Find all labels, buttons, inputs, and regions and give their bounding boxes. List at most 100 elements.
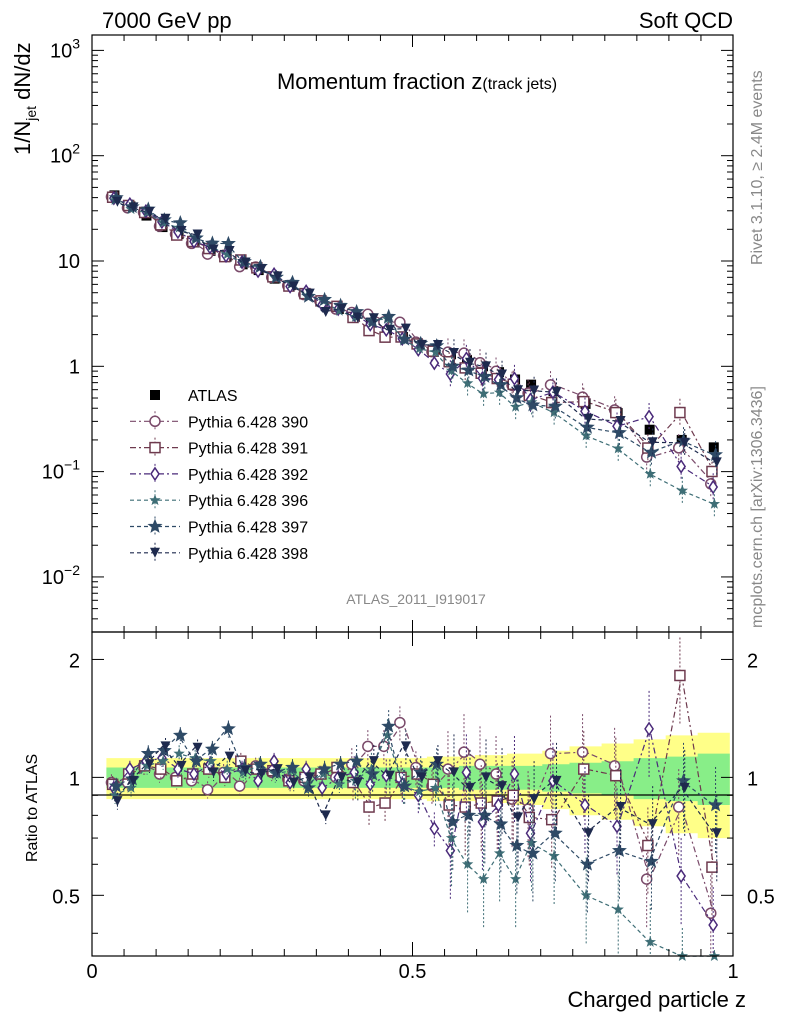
series-point-ratio: [612, 903, 624, 915]
series-point-ratio: [547, 825, 563, 840]
series-point-ratio: [708, 917, 719, 933]
series-point-ratio: [529, 794, 540, 805]
top-y-tick-label-exp: 2: [72, 141, 80, 157]
series-point-top: [416, 339, 427, 350]
top-y-tick-label-base: 10: [50, 146, 72, 168]
series-point-ratio: [125, 781, 137, 793]
series-point-ratio: [301, 780, 317, 795]
ratio-series: [105, 637, 723, 961]
plot-title: Momentum fraction z(track jets): [277, 69, 557, 94]
series-point-ratio: [643, 853, 659, 868]
series-point-ratio: [464, 782, 475, 793]
series-point-ratio: [208, 767, 219, 778]
series-point-ratio: [413, 785, 426, 797]
series-point-ratio: [333, 756, 349, 771]
series-point-ratio: [579, 856, 595, 871]
legend-marker: [150, 466, 160, 482]
series-point-ratio: [676, 868, 687, 884]
series-point-ratio: [365, 766, 381, 781]
legend-label: Pythia 6.428 398: [188, 546, 308, 563]
series-point-ratio: [192, 742, 203, 753]
series-point-top: [448, 347, 459, 358]
series-point-ratio: [201, 783, 214, 796]
series-point-top: [464, 357, 475, 368]
series-point-top: [612, 424, 627, 440]
series-point-top: [706, 465, 718, 478]
series-point-ratio: [679, 782, 690, 793]
series-point-ratio: [647, 819, 658, 830]
series-point-ratio: [144, 759, 155, 770]
series-point-ratio: [458, 746, 470, 758]
ratio-y-tick-label-right: 0.5: [747, 886, 775, 908]
series-point-top: [352, 312, 363, 323]
series-point-top: [317, 291, 332, 306]
series-point-ratio: [384, 770, 395, 781]
series-point-top: [509, 389, 525, 405]
series-point-ratio: [544, 747, 557, 760]
series-point-top: [176, 226, 187, 237]
series-point-top: [679, 437, 690, 448]
x-tick-label: 1: [727, 961, 738, 983]
x-tick-label: 0: [86, 961, 97, 983]
series-line-ratio: [113, 745, 715, 835]
series-point-ratio: [333, 778, 346, 790]
series-point-top: [304, 288, 315, 299]
series-point-top: [429, 355, 440, 371]
series-point-ratio: [204, 741, 220, 756]
series-point-top: [445, 358, 461, 373]
series-point-ratio: [578, 763, 590, 775]
series-point-ratio: [109, 789, 121, 801]
ratio-panel: 0.5 0.5 1 1 2 2 0 0.5 1 Ratio to ATLAS Charged p…: [24, 631, 775, 1012]
series-point-ratio: [237, 766, 249, 778]
atlas-uncertainty-bands: [106, 732, 730, 839]
series-point-top: [128, 202, 139, 213]
series-point-ratio: [221, 763, 233, 774]
series-line-top: [114, 201, 715, 463]
legend-label: Pythia 6.428 397: [188, 520, 308, 537]
series-point-top: [509, 371, 520, 386]
top-y-tick-label-base: 10: [42, 567, 64, 589]
series-point-ratio: [477, 873, 490, 884]
legend-marker: [149, 415, 161, 428]
series-point-top: [320, 306, 331, 317]
series-point-ratio: [443, 799, 455, 811]
series-point-top: [674, 406, 686, 419]
series-point-ratio: [154, 763, 167, 775]
rivet-version-text: Rivet 3.1.10, ≥ 2.4M events: [749, 70, 766, 265]
ratio-y-tick-label-left: 1: [69, 768, 80, 790]
series-point-ratio: [157, 755, 169, 766]
series-point-ratio: [525, 845, 541, 860]
series-point-ratio: [317, 761, 332, 776]
series-point-ratio: [583, 828, 594, 839]
series-point-ratio: [608, 760, 621, 772]
series-point-top: [477, 368, 493, 383]
top-y-tick-label-exp: −1: [64, 457, 80, 473]
series-point-ratio: [288, 777, 299, 788]
series-point-ratio: [615, 802, 626, 813]
top-y-tick-label-exp: −2: [64, 562, 80, 578]
series-point-ratio: [497, 781, 508, 792]
series-point-ratio: [474, 758, 486, 771]
series-point-top: [493, 376, 509, 392]
series-point-top: [615, 416, 626, 427]
series-point-ratio: [445, 813, 461, 829]
series-line-top: [114, 197, 715, 488]
series-point-top: [580, 429, 592, 441]
series-point-top: [676, 459, 687, 474]
series-point-ratio: [352, 777, 363, 788]
x-axis-label: Charged particle z: [567, 987, 746, 1012]
plot-title-z: z: [471, 69, 482, 94]
top-series: [105, 189, 724, 518]
series-point-ratio: [610, 769, 622, 782]
plot-title-main: Momentum fraction: [277, 69, 471, 94]
legend-label: Pythia 6.428 390: [188, 414, 308, 431]
top-y-axis-label: 1/Njet dN/dz: [10, 42, 39, 155]
mcplots-credit-text: mcplots.cern.ch [arXiv:1306.3436]: [749, 386, 766, 628]
series-point-ratio: [612, 842, 627, 857]
header-left: 7000 GeV pp: [102, 8, 232, 33]
series-point-ratio: [365, 763, 378, 774]
series-point-ratio: [128, 775, 139, 786]
series-point-ratio: [320, 810, 331, 821]
ratio-y-tick-label-left: 2: [69, 650, 80, 672]
ratio-y-tick-label-right: 2: [747, 650, 758, 672]
